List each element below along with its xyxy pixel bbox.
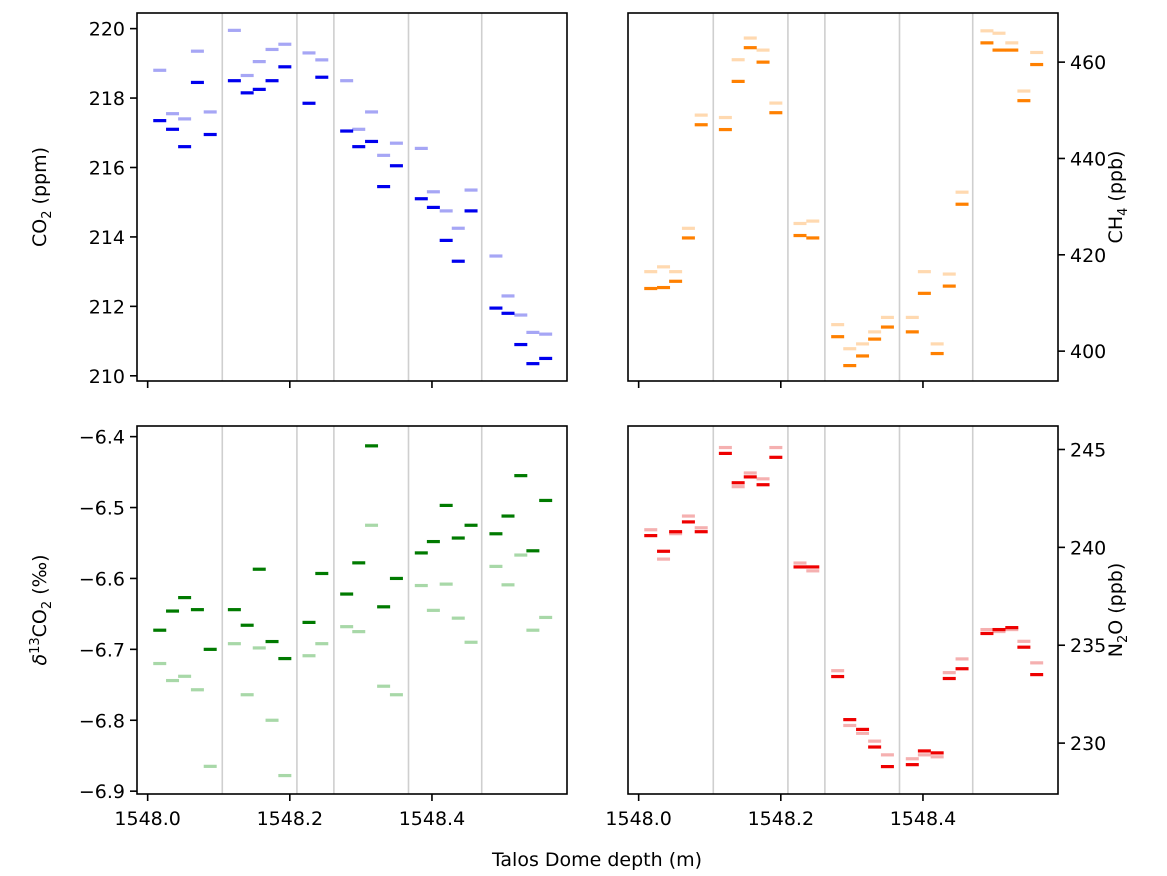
- y-tick-label: 240: [1070, 537, 1106, 559]
- x-tick-label: 1548.0: [114, 808, 180, 830]
- y-tick-label: 420: [1070, 245, 1106, 267]
- x-tick-label: 1548.2: [748, 808, 814, 830]
- y-axis-label: CO2 (ppm): [29, 147, 55, 247]
- panel-d13co2: 1548.0 1548.2 1548.4 −6.9 −6.8 −6.7 −6.6 −6.5 −6…: [28, 425, 568, 830]
- y-tick-label: 400: [1070, 341, 1106, 363]
- x-tick-label: 1548.2: [257, 808, 323, 830]
- y-tick-label: 218: [89, 88, 125, 110]
- y-tick-label: 214: [89, 227, 125, 249]
- y-tick-label: −6.5: [79, 498, 125, 520]
- x-tick-label: 1548.4: [399, 808, 465, 830]
- panel-co2: 210 212 214 216 218 220 CO2 (ppm): [29, 12, 568, 388]
- y-axis-label: CH4 (ppb): [1105, 151, 1131, 244]
- y-tick-label: −6.6: [79, 568, 125, 590]
- y-tick-label: −6.8: [79, 710, 125, 732]
- panel-n2o: 1548.0 1548.2 1548.4 230 235 240 245 N2O (ppb): [605, 425, 1131, 830]
- y-tick-label: 235: [1070, 635, 1106, 657]
- y-tick-label: 216: [89, 157, 125, 179]
- y-tick-label: 440: [1070, 148, 1106, 170]
- y-tick-label: −6.4: [79, 427, 125, 449]
- axes-frame: [136, 12, 568, 382]
- x-axis-label: Talos Dome depth (m): [491, 849, 702, 871]
- y-axis-label: N2O (ppb): [1105, 563, 1131, 658]
- y-tick-label: −6.9: [79, 781, 125, 803]
- y-tick-label: 220: [89, 19, 125, 41]
- panel-ch4: 400 420 440 460 CH4 (ppb): [627, 12, 1131, 388]
- y-tick-label: 212: [89, 296, 125, 318]
- y-axis-label: δ13CO2 (‰): [28, 554, 55, 665]
- axes-frame: [627, 12, 1059, 382]
- axes-frame: [136, 425, 568, 795]
- x-tick-label: 1548.4: [890, 808, 956, 830]
- y-tick-label: 210: [89, 366, 125, 388]
- y-tick-label: 460: [1070, 52, 1106, 74]
- y-tick-label: 230: [1070, 733, 1106, 755]
- x-tick-label: 1548.0: [605, 808, 671, 830]
- axes-frame: [627, 425, 1059, 795]
- y-tick-label: 245: [1070, 439, 1106, 461]
- y-tick-label: −6.7: [79, 639, 125, 661]
